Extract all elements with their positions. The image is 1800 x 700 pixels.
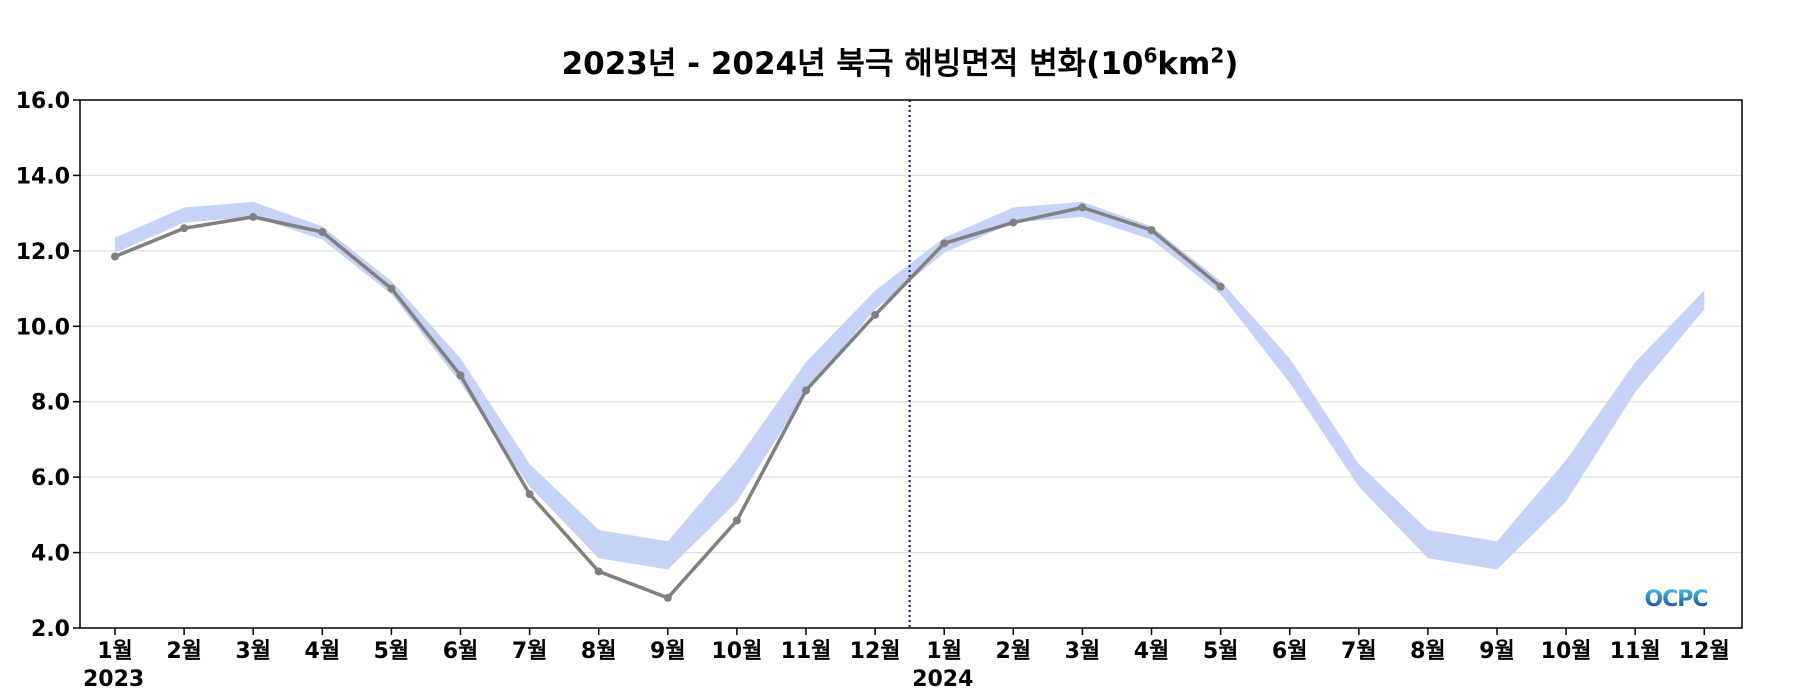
x-tick-label: 11월 xyxy=(1610,639,1661,664)
title-prefix: 2023년 - 2024년 북극 해빙면적 변화(10 xyxy=(561,46,1144,82)
y-tick-label: 12.0 xyxy=(16,240,70,265)
x-tick-label: 12월 xyxy=(1679,639,1730,664)
y-tick-label: 6.0 xyxy=(31,466,70,491)
data-point xyxy=(249,212,258,221)
logo-text: OCPC xyxy=(1644,587,1707,612)
y-tick-label: 10.0 xyxy=(16,315,70,340)
x-tick-label: 6월 xyxy=(1272,639,1308,664)
x-tick-label: 7월 xyxy=(512,639,548,664)
data-point xyxy=(594,567,603,576)
x-tick-label: 10월 xyxy=(711,639,762,664)
data-point xyxy=(663,593,672,602)
data-point xyxy=(1009,218,1018,227)
data-point xyxy=(940,239,949,248)
x-tick-label: 9월 xyxy=(1479,639,1515,664)
x-tick-label: 1월 xyxy=(97,639,133,664)
x-tick-label: 3월 xyxy=(1065,639,1101,664)
data-point xyxy=(387,284,396,293)
title-exponent-1: 6 xyxy=(1143,43,1158,68)
y-axis: 16.0 14.0 12.0 10.0 8.0 6.0 4.0 2.0 xyxy=(16,89,80,642)
ocpc-logo-icon: OCPC xyxy=(1644,587,1708,612)
x-axis: 1월 2월 3월 4월 5월 6월 7월 8월 9월 10월 11월 12월 1월 2월 3월 4월 5월 6월 7… xyxy=(83,628,1730,692)
x-tick-label: 7월 xyxy=(1341,639,1377,664)
data-point xyxy=(871,310,880,319)
data-point xyxy=(318,228,327,236)
x-tick-label: 5월 xyxy=(374,639,410,664)
x-tick-label: 6월 xyxy=(443,639,479,664)
grid-lines xyxy=(80,174,1742,554)
data-point xyxy=(1147,226,1156,235)
series-layer xyxy=(111,100,1225,628)
y-tick-label: 16.0 xyxy=(16,89,70,114)
title-exponent-2: 2 xyxy=(1210,43,1225,68)
y-tick-label: 8.0 xyxy=(31,391,70,416)
x-tick-label: 8월 xyxy=(581,639,617,664)
data-point xyxy=(1216,282,1225,291)
x-tick-label: 9월 xyxy=(650,639,686,664)
x-tick-label: 8월 xyxy=(1410,639,1446,664)
y-tick-label: 14.0 xyxy=(16,164,70,189)
chart-title: 2023년 - 2024년 북극 해빙면적 변화(106km2) xyxy=(0,38,1800,83)
title-suffix: ) xyxy=(1224,46,1239,82)
title-unit: km xyxy=(1157,46,1211,82)
data-point xyxy=(456,371,465,380)
x-tick-label: 2월 xyxy=(996,639,1032,664)
x-tick-label: 3월 xyxy=(235,639,271,664)
x-tick-label: 10월 xyxy=(1541,639,1592,664)
year-label: 2023 xyxy=(83,667,144,692)
x-tick-label: 12월 xyxy=(850,639,901,664)
data-point xyxy=(732,516,741,525)
x-tick-label: 4월 xyxy=(305,639,341,664)
series-line xyxy=(114,205,1222,600)
x-tick-label: 4월 xyxy=(1134,639,1170,664)
data-point xyxy=(180,224,189,233)
year-label: 2024 xyxy=(912,667,973,692)
x-tick-label: 11월 xyxy=(781,639,832,664)
y-tick-label: 4.0 xyxy=(31,542,70,567)
y-tick-label: 2.0 xyxy=(31,617,70,642)
data-point xyxy=(802,386,810,395)
plot-frame xyxy=(79,99,1743,629)
data-point xyxy=(1078,203,1087,212)
x-tick-label: 1월 xyxy=(926,639,962,664)
x-tick-label: 2월 xyxy=(166,639,202,664)
data-point xyxy=(111,252,119,261)
x-tick-label: 5월 xyxy=(1203,639,1239,664)
data-point xyxy=(525,490,534,499)
